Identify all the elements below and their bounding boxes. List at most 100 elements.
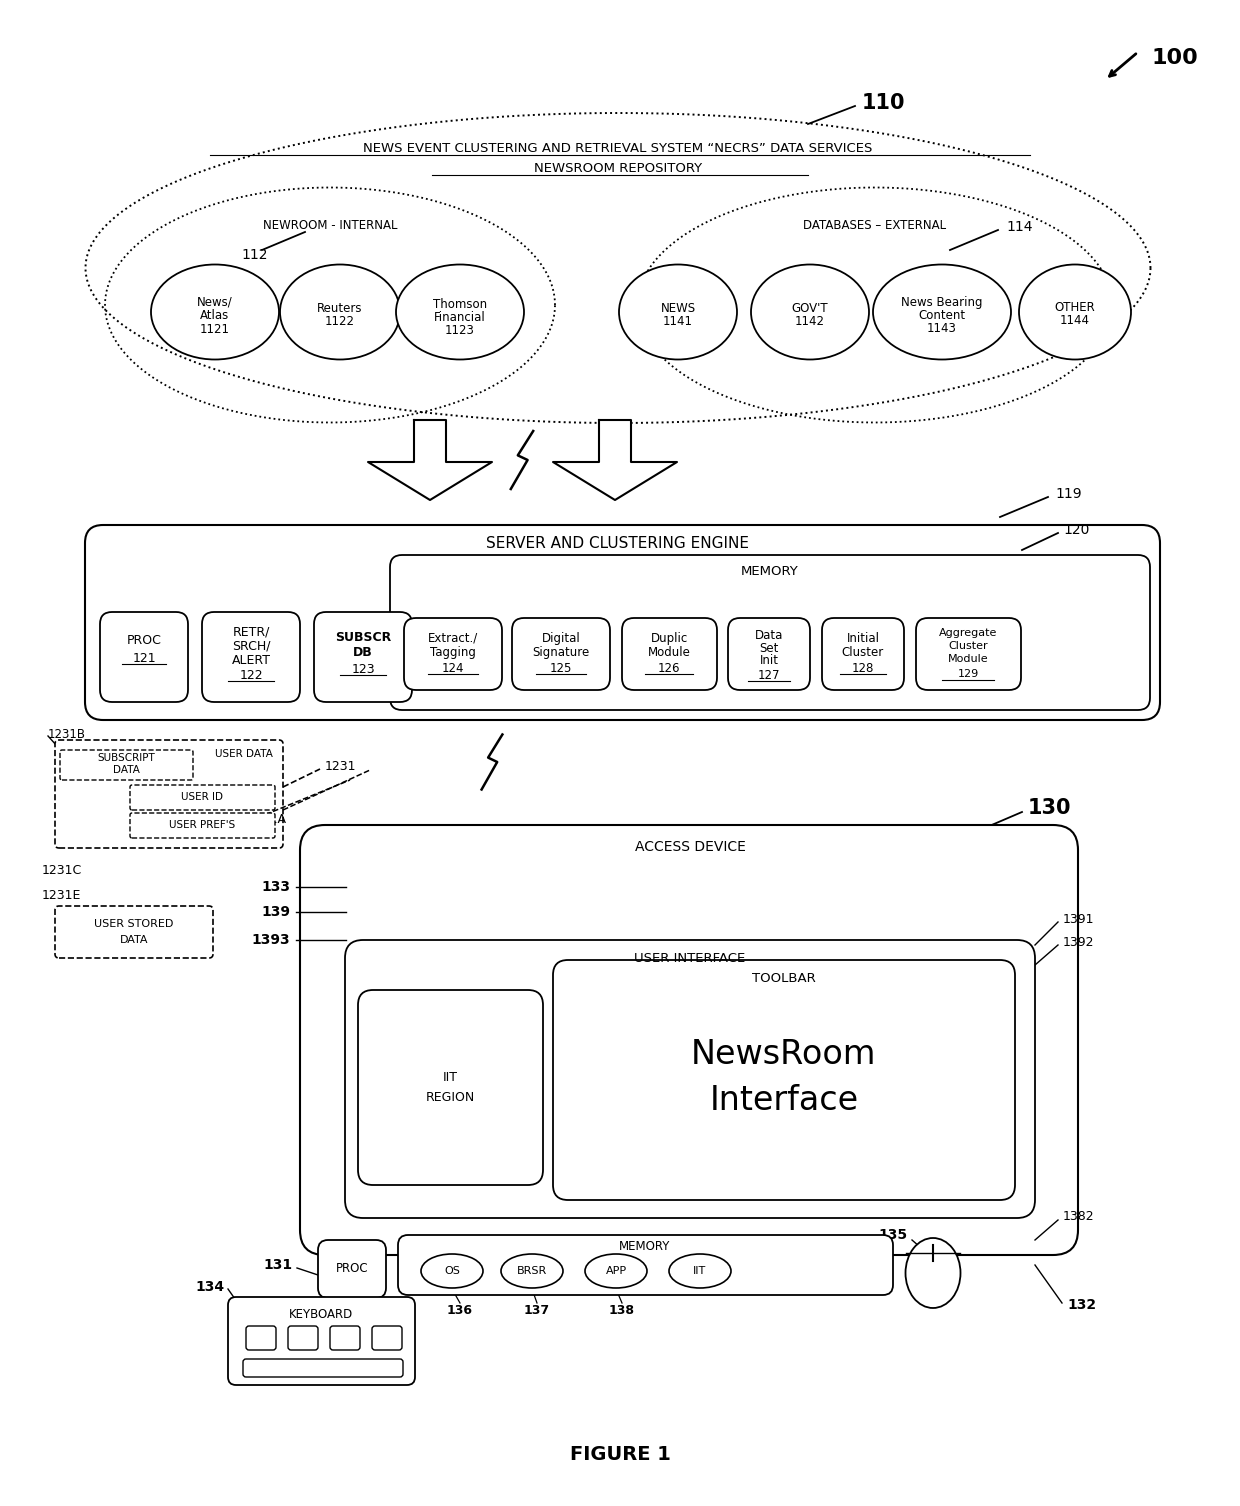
FancyBboxPatch shape — [202, 611, 300, 702]
Text: 131: 131 — [264, 1258, 293, 1273]
Text: 122: 122 — [239, 669, 263, 682]
Text: 1231B: 1231B — [48, 727, 86, 741]
Ellipse shape — [396, 265, 525, 360]
Text: 129: 129 — [957, 669, 978, 679]
Text: 112: 112 — [242, 248, 268, 262]
Text: 135: 135 — [879, 1227, 908, 1242]
FancyBboxPatch shape — [398, 1235, 893, 1295]
Text: OS: OS — [444, 1267, 460, 1276]
FancyBboxPatch shape — [288, 1325, 317, 1349]
Ellipse shape — [501, 1254, 563, 1288]
Text: Set: Set — [759, 642, 779, 655]
FancyBboxPatch shape — [404, 617, 502, 690]
Text: 132: 132 — [1066, 1298, 1096, 1312]
Text: Thomson: Thomson — [433, 298, 487, 310]
Text: NEWS: NEWS — [661, 301, 696, 315]
Ellipse shape — [422, 1254, 484, 1288]
Text: 125: 125 — [549, 661, 572, 675]
Text: PROC: PROC — [336, 1262, 368, 1274]
Text: 120: 120 — [1063, 523, 1090, 538]
Ellipse shape — [585, 1254, 647, 1288]
Text: NewsRoom: NewsRoom — [691, 1039, 877, 1071]
Text: 126: 126 — [657, 661, 681, 675]
Text: 137: 137 — [525, 1304, 551, 1316]
Text: 130: 130 — [1028, 798, 1071, 818]
Text: 1122: 1122 — [325, 315, 355, 327]
Text: 1391: 1391 — [1063, 913, 1095, 926]
Text: SRCH/: SRCH/ — [232, 640, 270, 652]
Ellipse shape — [1019, 265, 1131, 360]
FancyBboxPatch shape — [512, 617, 610, 690]
Text: APP: APP — [605, 1267, 626, 1276]
FancyBboxPatch shape — [822, 617, 904, 690]
Text: 1231E: 1231E — [42, 889, 82, 902]
Text: 1231A: 1231A — [247, 813, 286, 825]
FancyBboxPatch shape — [728, 617, 810, 690]
FancyBboxPatch shape — [55, 739, 283, 848]
FancyBboxPatch shape — [130, 785, 275, 810]
Text: REGION: REGION — [425, 1090, 475, 1104]
Text: TOOLBAR: TOOLBAR — [753, 971, 816, 985]
Text: MEMORY: MEMORY — [619, 1241, 671, 1253]
Text: DATABASES – EXTERNAL: DATABASES – EXTERNAL — [804, 218, 946, 232]
Text: Duplic: Duplic — [650, 631, 688, 645]
FancyBboxPatch shape — [330, 1325, 360, 1349]
Text: ACCESS DEVICE: ACCESS DEVICE — [635, 840, 745, 854]
Text: USER ID: USER ID — [181, 792, 223, 803]
Text: PROC: PROC — [126, 634, 161, 646]
Text: 1231: 1231 — [325, 759, 357, 773]
Text: Digital: Digital — [542, 631, 580, 645]
Text: Interface: Interface — [709, 1083, 858, 1116]
Text: 136: 136 — [446, 1304, 472, 1316]
Text: IIT: IIT — [693, 1267, 707, 1276]
Text: 127: 127 — [758, 669, 780, 682]
Text: KEYBOARD: KEYBOARD — [289, 1309, 353, 1321]
Ellipse shape — [905, 1238, 961, 1309]
FancyBboxPatch shape — [345, 940, 1035, 1218]
FancyBboxPatch shape — [916, 617, 1021, 690]
Text: Init: Init — [759, 654, 779, 667]
Text: 1392: 1392 — [1063, 935, 1095, 949]
Ellipse shape — [280, 265, 401, 360]
Text: USER STORED: USER STORED — [94, 919, 174, 929]
Text: ALERT: ALERT — [232, 654, 270, 667]
Ellipse shape — [619, 265, 737, 360]
Ellipse shape — [670, 1254, 732, 1288]
Text: News Bearing: News Bearing — [901, 295, 983, 309]
Text: 110: 110 — [862, 93, 905, 113]
Text: SUBSCRIPT: SUBSCRIPT — [97, 753, 155, 764]
Text: Signature: Signature — [532, 646, 590, 658]
Text: OTHER: OTHER — [1055, 301, 1095, 313]
Text: RETR/: RETR/ — [232, 625, 269, 639]
Text: Cluster: Cluster — [842, 646, 884, 658]
FancyBboxPatch shape — [622, 617, 717, 690]
Text: 1231C: 1231C — [42, 863, 82, 876]
Text: FIGURE 1: FIGURE 1 — [569, 1446, 671, 1464]
Text: 124: 124 — [441, 661, 464, 675]
Text: USER INTERFACE: USER INTERFACE — [635, 952, 745, 964]
FancyBboxPatch shape — [358, 989, 543, 1185]
Ellipse shape — [151, 265, 279, 360]
FancyBboxPatch shape — [100, 611, 188, 702]
Text: Cluster: Cluster — [949, 642, 988, 651]
Text: DATA: DATA — [120, 935, 149, 944]
Text: USER PREF'S: USER PREF'S — [169, 819, 236, 830]
FancyBboxPatch shape — [314, 611, 412, 702]
Text: NEWROOM - INTERNAL: NEWROOM - INTERNAL — [263, 218, 397, 232]
Text: 1382: 1382 — [1063, 1211, 1095, 1223]
FancyBboxPatch shape — [372, 1325, 402, 1349]
Text: NEWSROOM REPOSITORY: NEWSROOM REPOSITORY — [534, 161, 702, 175]
Text: 1393: 1393 — [252, 934, 290, 947]
Text: DB: DB — [353, 646, 373, 658]
Text: Financial: Financial — [434, 310, 486, 324]
Text: 128: 128 — [852, 661, 874, 675]
FancyBboxPatch shape — [243, 1358, 403, 1376]
Text: Initial: Initial — [847, 631, 879, 645]
FancyBboxPatch shape — [55, 907, 213, 958]
Text: NEWS EVENT CLUSTERING AND RETRIEVAL SYSTEM “NECRS” DATA SERVICES: NEWS EVENT CLUSTERING AND RETRIEVAL SYST… — [363, 142, 873, 155]
Text: Extract./: Extract./ — [428, 631, 479, 645]
Text: 133: 133 — [260, 880, 290, 895]
Text: Tagging: Tagging — [430, 646, 476, 658]
FancyBboxPatch shape — [60, 750, 193, 780]
Text: IIT: IIT — [443, 1071, 458, 1084]
